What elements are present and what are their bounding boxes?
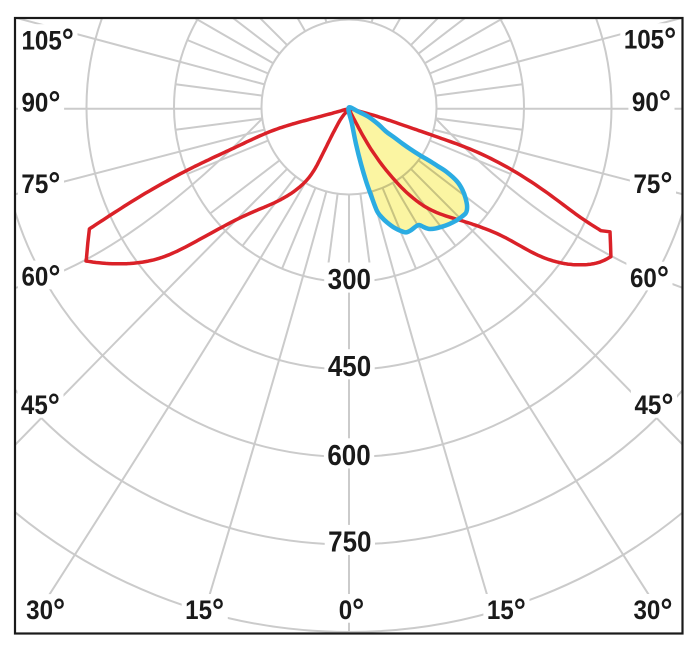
svg-text:30°: 30° xyxy=(633,592,672,630)
svg-text:75°: 75° xyxy=(21,166,60,204)
svg-text:0°: 0° xyxy=(339,592,365,630)
svg-text:750: 750 xyxy=(328,525,371,558)
svg-text:90°: 90° xyxy=(632,83,671,121)
svg-text:45°: 45° xyxy=(21,387,60,425)
svg-text:60°: 60° xyxy=(21,258,60,296)
svg-text:105°: 105° xyxy=(624,21,676,59)
svg-text:90°: 90° xyxy=(21,84,60,122)
svg-text:30°: 30° xyxy=(26,592,65,630)
svg-text:45°: 45° xyxy=(634,387,673,425)
svg-text:600: 600 xyxy=(327,439,370,472)
svg-text:60°: 60° xyxy=(630,259,669,297)
svg-text:450: 450 xyxy=(328,350,371,383)
svg-text:105°: 105° xyxy=(21,22,73,60)
svg-text:15°: 15° xyxy=(487,592,526,630)
svg-text:15°: 15° xyxy=(185,592,224,630)
svg-text:300: 300 xyxy=(328,263,371,296)
svg-text:75°: 75° xyxy=(633,166,672,204)
